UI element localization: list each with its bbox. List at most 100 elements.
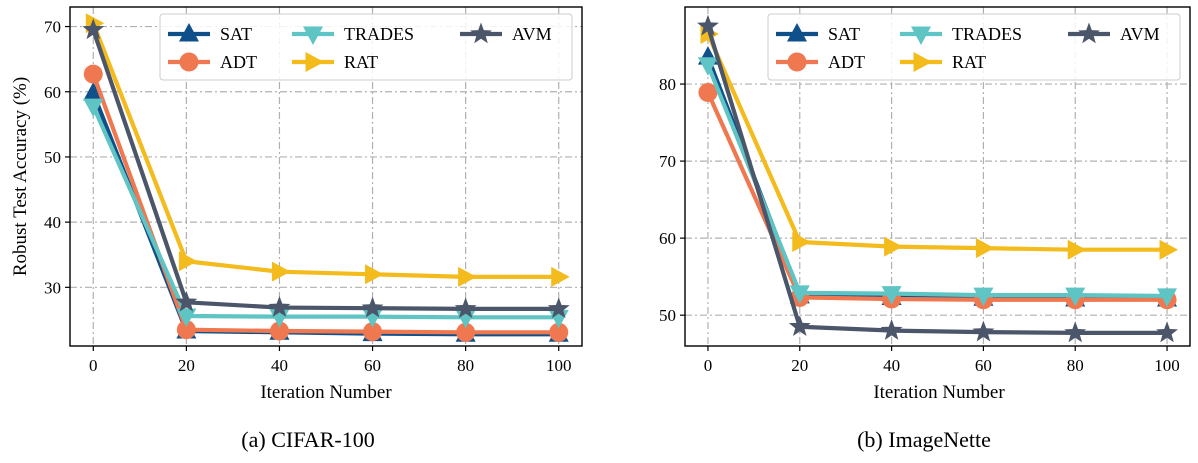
legend-box [159,13,573,81]
x-tick-label: 80 [1067,356,1084,375]
chart-panel-2: 0 20 40 60 80 100 50 60 70 80 Iteration Number SAT A… [659,6,1191,452]
legend-item-avm: AVM [1068,22,1160,44]
data-point-trades [973,287,994,307]
data-point-trades [1065,287,1086,307]
x-tick-label: 20 [178,356,195,375]
legend-item-avm: AVM [460,22,552,44]
series-trades [697,57,1178,307]
data-point-rat [884,236,903,257]
x-tick-label: 40 [271,356,288,375]
data-point-avm [82,18,105,40]
axes-frame [684,6,1191,347]
figure-caption: (a) CIFAR-100 [241,427,374,452]
legend-label: RAT [952,52,986,72]
x-tick-label: 20 [791,356,808,375]
legend-label: SAT [828,24,860,44]
data-point-avm [972,320,995,342]
data-point-adt [698,83,718,103]
legend-marker [913,52,932,72]
legend-item-sat: SAT [776,23,860,44]
y-tick-label: 50 [659,306,676,325]
series-line-avm [91,29,559,311]
legend-marker [911,26,931,45]
data-point-avm [1156,321,1178,343]
y-tick-label: 60 [659,229,676,248]
legend-marker [305,52,324,72]
legend-item-trades: TRADES [900,24,1022,45]
series-avm [82,18,570,319]
legend-marker [1078,22,1100,44]
y-tick-label: 80 [659,75,676,94]
x-tick-label: 0 [89,356,98,375]
y-tick-label: 30 [44,278,61,297]
data-point-adt [456,322,476,342]
series-adt [698,83,1177,310]
legend-marker [303,26,323,45]
y-axis-label: Robust Test Accuracy (%) [10,77,31,276]
data-point-avm [788,315,811,337]
series-line-rat [706,33,1168,252]
y-tick-label: 70 [44,18,61,37]
data-point-avm [547,297,570,319]
legend-item-trades: TRADES [292,24,414,45]
data-point-adt [363,322,383,342]
y-tick-label: 40 [44,213,61,232]
series-rat [700,23,1179,260]
data-point-avm [454,297,477,319]
legend-label: ADT [828,52,865,72]
legend-item-sat: SAT [168,23,252,44]
chart-panel-1: 0 20 40 60 80 100 30 40 50 60 70 Iteration Number Ro… [10,6,583,452]
legend-marker [787,23,807,42]
data-point-rat [365,264,384,285]
legend-item-rat: RAT [292,52,378,72]
data-point-trades [1157,288,1178,307]
x-tick-label: 60 [364,356,381,375]
data-point-avm [268,296,291,317]
data-point-rat [1159,239,1179,260]
series-line-sat [705,56,1168,302]
legend-marker [787,52,807,72]
legend-item-adt: ADT [776,52,865,72]
x-axis-label: Iteration Number [873,382,1005,403]
data-point-sat [83,82,104,101]
legend-box [767,13,1181,81]
data-point-rat [271,261,291,282]
data-point-avm [880,319,903,340]
legend-label: RAT [344,52,378,72]
legend-label: AVM [1120,24,1160,44]
x-tick-label: 100 [546,356,572,375]
data-point-rat [458,266,477,287]
x-tick-label: 100 [1154,356,1180,375]
legend-item-adt: ADT [168,52,257,72]
legend-label: SAT [220,24,252,44]
x-tick-label: 60 [975,356,992,375]
x-tick-label: 80 [457,356,474,375]
x-tick-label: 0 [704,356,713,375]
legend-marker [179,23,199,42]
legend-label: TRADES [344,24,414,44]
y-tick-label: 60 [44,83,61,102]
figure-caption: (b) ImageNette [857,427,991,452]
data-point-avm [1064,321,1087,343]
data-point-rat [975,238,995,259]
data-point-trades [789,285,810,304]
x-axis-label: Iteration Number [260,382,392,403]
data-point-trades [881,286,902,305]
data-point-avm [361,296,384,318]
series-line-adt [706,91,1168,302]
series-line-sat [91,92,559,337]
series-line-rat [91,22,559,279]
axes-frame [69,6,583,347]
legend-label: AVM [512,24,552,44]
series-line-avm [705,25,1168,335]
legend: SAT ADT TRADES RAT AVM [159,13,573,81]
data-point-rat [1067,239,1087,260]
legend-marker [179,52,199,72]
legend-label: ADT [220,52,257,72]
data-point-rat [792,231,811,252]
data-point-adt [549,322,569,342]
series-line-adt [91,73,559,335]
data-point-trades [176,308,197,328]
data-point-adt [83,64,103,84]
